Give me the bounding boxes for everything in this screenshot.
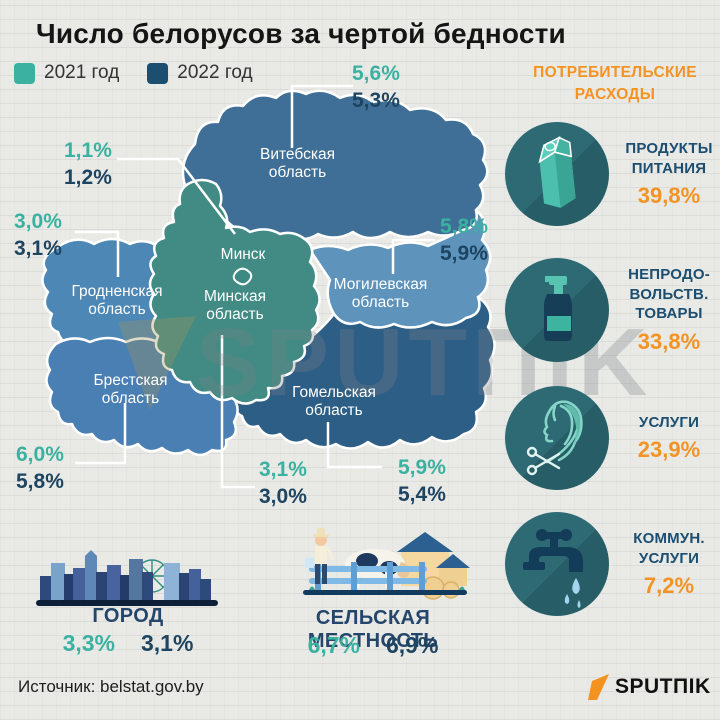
map-label-minsk-oblast: Минская область [203,288,266,323]
values-gomel: 5,9% 5,4% [398,456,446,506]
spending-item-food: ПРОДУКТЫ ПИТАНИЯ 39,8% [505,122,717,226]
sputnik-flag-icon [588,674,609,700]
value-mogilev-2022: 5,9% [440,241,488,265]
rural-label: СЕЛЬСКАЯ МЕСТНОСТЬ [307,607,439,652]
city-skyline-icon [36,550,218,606]
value-minsk-oblast-2021: 3,1% [259,458,307,481]
value-brest-2021: 6,0% [16,443,64,466]
sputnik-logo: SPUTΠIK [586,672,711,702]
value-vitebsk-2021: 5,6% [352,62,400,85]
value-grodno-2021: 3,0% [14,210,62,233]
map-label-gomel: Гомельская область [292,384,376,419]
values-brest: 6,0% 5,8% [16,443,64,493]
water-faucet-icon [505,512,609,616]
legend: 2021 год 2022 год [14,62,253,84]
minsk-city-shape [232,267,253,286]
spending-header: ПОТРЕБИТЕЛЬСКИЕ РАСХОДЫ [533,64,697,104]
belarus-map [41,84,496,489]
values-vitebsk: 5,6% 5,3% [352,62,400,112]
map-label-mogilev: Могилевская область [333,276,428,311]
watermark-arrow [118,316,196,410]
legend-item-2021: 2021 год [14,62,119,84]
callout-brest [75,403,127,465]
callout-minsk-city [117,157,236,235]
value-brest-2022: 5,8% [16,469,64,493]
city-values: 3,3% 3,1% [30,630,226,657]
map-label-vitebsk: Витебская область [260,146,335,181]
rural-values: 6,7% 6,9% [285,632,461,659]
farm-icon [303,528,470,600]
values-mogilev: 5,8% 5,9% [440,215,488,265]
value-grodno-2022: 3,1% [14,236,62,260]
legend-swatch-2022 [147,62,169,84]
region-minsk-oblast-shape [148,178,321,405]
values-grodno: 3,0% 3,1% [14,210,62,260]
map-label-grodno: Гродненская область [71,283,163,318]
spending-label-utilities: КОММУН. УСЛУГИ [633,530,705,567]
legend-label-2022: 2022 год [177,62,253,83]
rural-value-2022: 6,9% [386,632,439,658]
value-mogilev-2021: 5,8% [440,215,488,238]
values-minsk-city: 1,1% 1,2% [64,139,112,189]
spending-value-nonfood: 33,8% [637,328,701,354]
callout-lines [75,84,435,489]
legend-label-2021: 2021 год [44,62,120,83]
callout-grodno [75,230,120,277]
value-minsk-2021: 1,1% [64,139,112,162]
spending-label-services: УСЛУГИ [638,413,700,431]
city-value-2021: 3,3% [62,630,115,656]
spending-item-nonfood: НЕПРОДО- ВОЛЬСТВ. ТОВАРЫ 33,8% [505,258,717,362]
spending-value-services: 23,9% [637,437,701,463]
spending-item-utilities: КОММУН. УСЛУГИ 7,2% [505,512,717,616]
hairdresser-icon [505,386,609,490]
value-minsk-2022: 1,2% [64,165,112,189]
value-minsk-oblast-2022: 3,0% [259,484,307,508]
page-title: Число белорусов за чертой бедности [36,18,566,49]
callout-gomel [326,422,382,469]
sputnik-logo-text: SPUTΠIK [615,675,711,698]
values-minsk-oblast: 3,1% 3,0% [259,458,307,508]
map-label-minsk-city: Минск [220,246,266,263]
spending-value-utilities: 7,2% [643,573,695,598]
callout-mogilev [391,238,435,274]
city-label: ГОРОД [92,605,164,627]
map-label-brest: Брестская область [93,372,168,407]
legend-item-2022: 2022 год [147,62,253,84]
cosmetics-bottle-icon [505,258,609,362]
milk-carton-icon [505,122,609,226]
spending-label-food: ПРОДУКТЫ ПИТАНИЯ [625,140,713,177]
rural-value-2021: 6,7% [307,632,360,658]
region-gomel-shape [229,295,496,450]
value-vitebsk-2022: 5,3% [352,88,400,112]
spending-value-food: 39,8% [637,183,701,208]
source-text: Источник: belstat.gov.by [18,677,204,696]
spending-label-nonfood: НЕПРОДО- ВОЛЬСТВ. ТОВАРЫ [628,266,710,323]
callout-vitebsk [290,84,353,148]
value-gomel-2021: 5,9% [398,456,446,479]
city-value-2022: 3,1% [141,630,194,656]
spending-item-services: УСЛУГИ 23,9% [505,386,717,490]
callout-minsk-oblast [220,335,255,489]
legend-swatch-2021 [14,62,35,84]
value-gomel-2022: 5,4% [398,482,446,506]
